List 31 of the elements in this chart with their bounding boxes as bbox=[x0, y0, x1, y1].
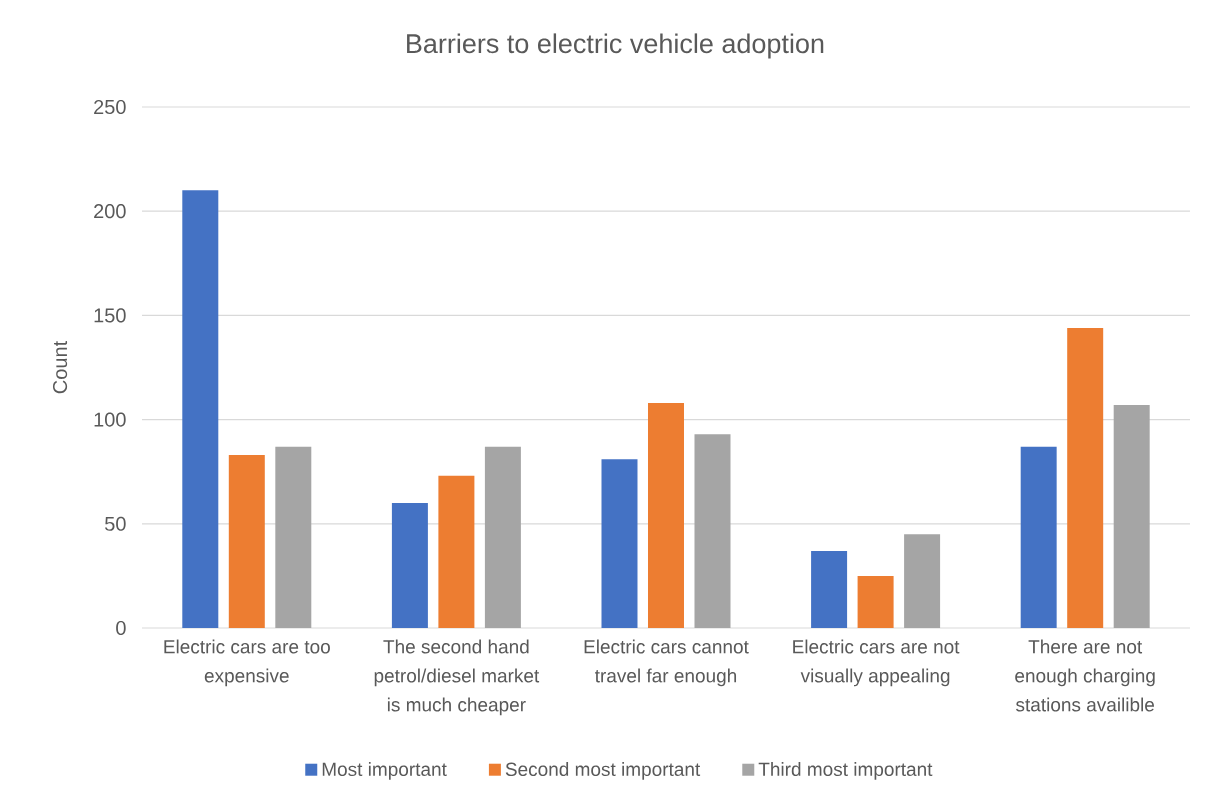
bar bbox=[904, 534, 941, 628]
bar bbox=[857, 575, 894, 628]
legend-label: Second most important bbox=[505, 762, 701, 780]
bar bbox=[228, 455, 265, 628]
x-tick-label: The second hand petrol/diesel market is much cheaper bbox=[374, 639, 540, 716]
y-tick-label: 200 bbox=[94, 204, 126, 219]
bar bbox=[1067, 327, 1104, 628]
bar bbox=[182, 190, 219, 628]
y-tick-label: 0 bbox=[116, 620, 126, 636]
bar bbox=[438, 475, 475, 628]
legend-label: Third most important bbox=[758, 762, 933, 780]
y-axis-title: Count bbox=[52, 340, 68, 394]
y-tick-label: 250 bbox=[94, 99, 126, 115]
y-tick-label: 100 bbox=[94, 412, 126, 427]
bar bbox=[811, 550, 848, 628]
legend-label: Most important bbox=[322, 762, 447, 780]
bar bbox=[484, 446, 521, 628]
chart-title: Barriers to electric vehicle adoption bbox=[407, 33, 824, 59]
bar bbox=[601, 459, 638, 628]
x-tick-label: Electric cars are not visually appealing bbox=[793, 639, 960, 687]
bar bbox=[275, 446, 312, 628]
y-tick-label: 50 bbox=[105, 516, 126, 531]
bar bbox=[648, 402, 684, 628]
bar bbox=[1020, 446, 1057, 628]
bar bbox=[694, 434, 731, 628]
x-tick-label: Electric cars cannot travel far enough bbox=[584, 639, 749, 687]
x-tick-label: There are not enough charging stations availible bbox=[1015, 639, 1155, 712]
bar bbox=[391, 502, 428, 628]
bar bbox=[1113, 405, 1150, 628]
x-tick-label: Electric cars are too expensive bbox=[164, 639, 330, 687]
y-tick-label: 150 bbox=[94, 308, 126, 323]
